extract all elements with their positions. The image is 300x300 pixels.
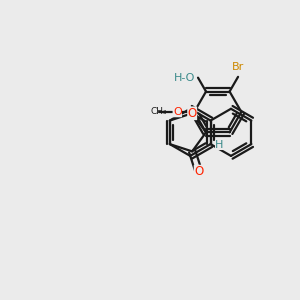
Text: Br: Br [232,62,244,72]
Text: O: O [188,107,197,120]
Text: O: O [173,107,182,117]
Text: H-O: H-O [174,73,196,83]
Text: H: H [215,140,224,150]
Text: O: O [194,165,203,178]
Text: CH₃: CH₃ [151,107,167,116]
